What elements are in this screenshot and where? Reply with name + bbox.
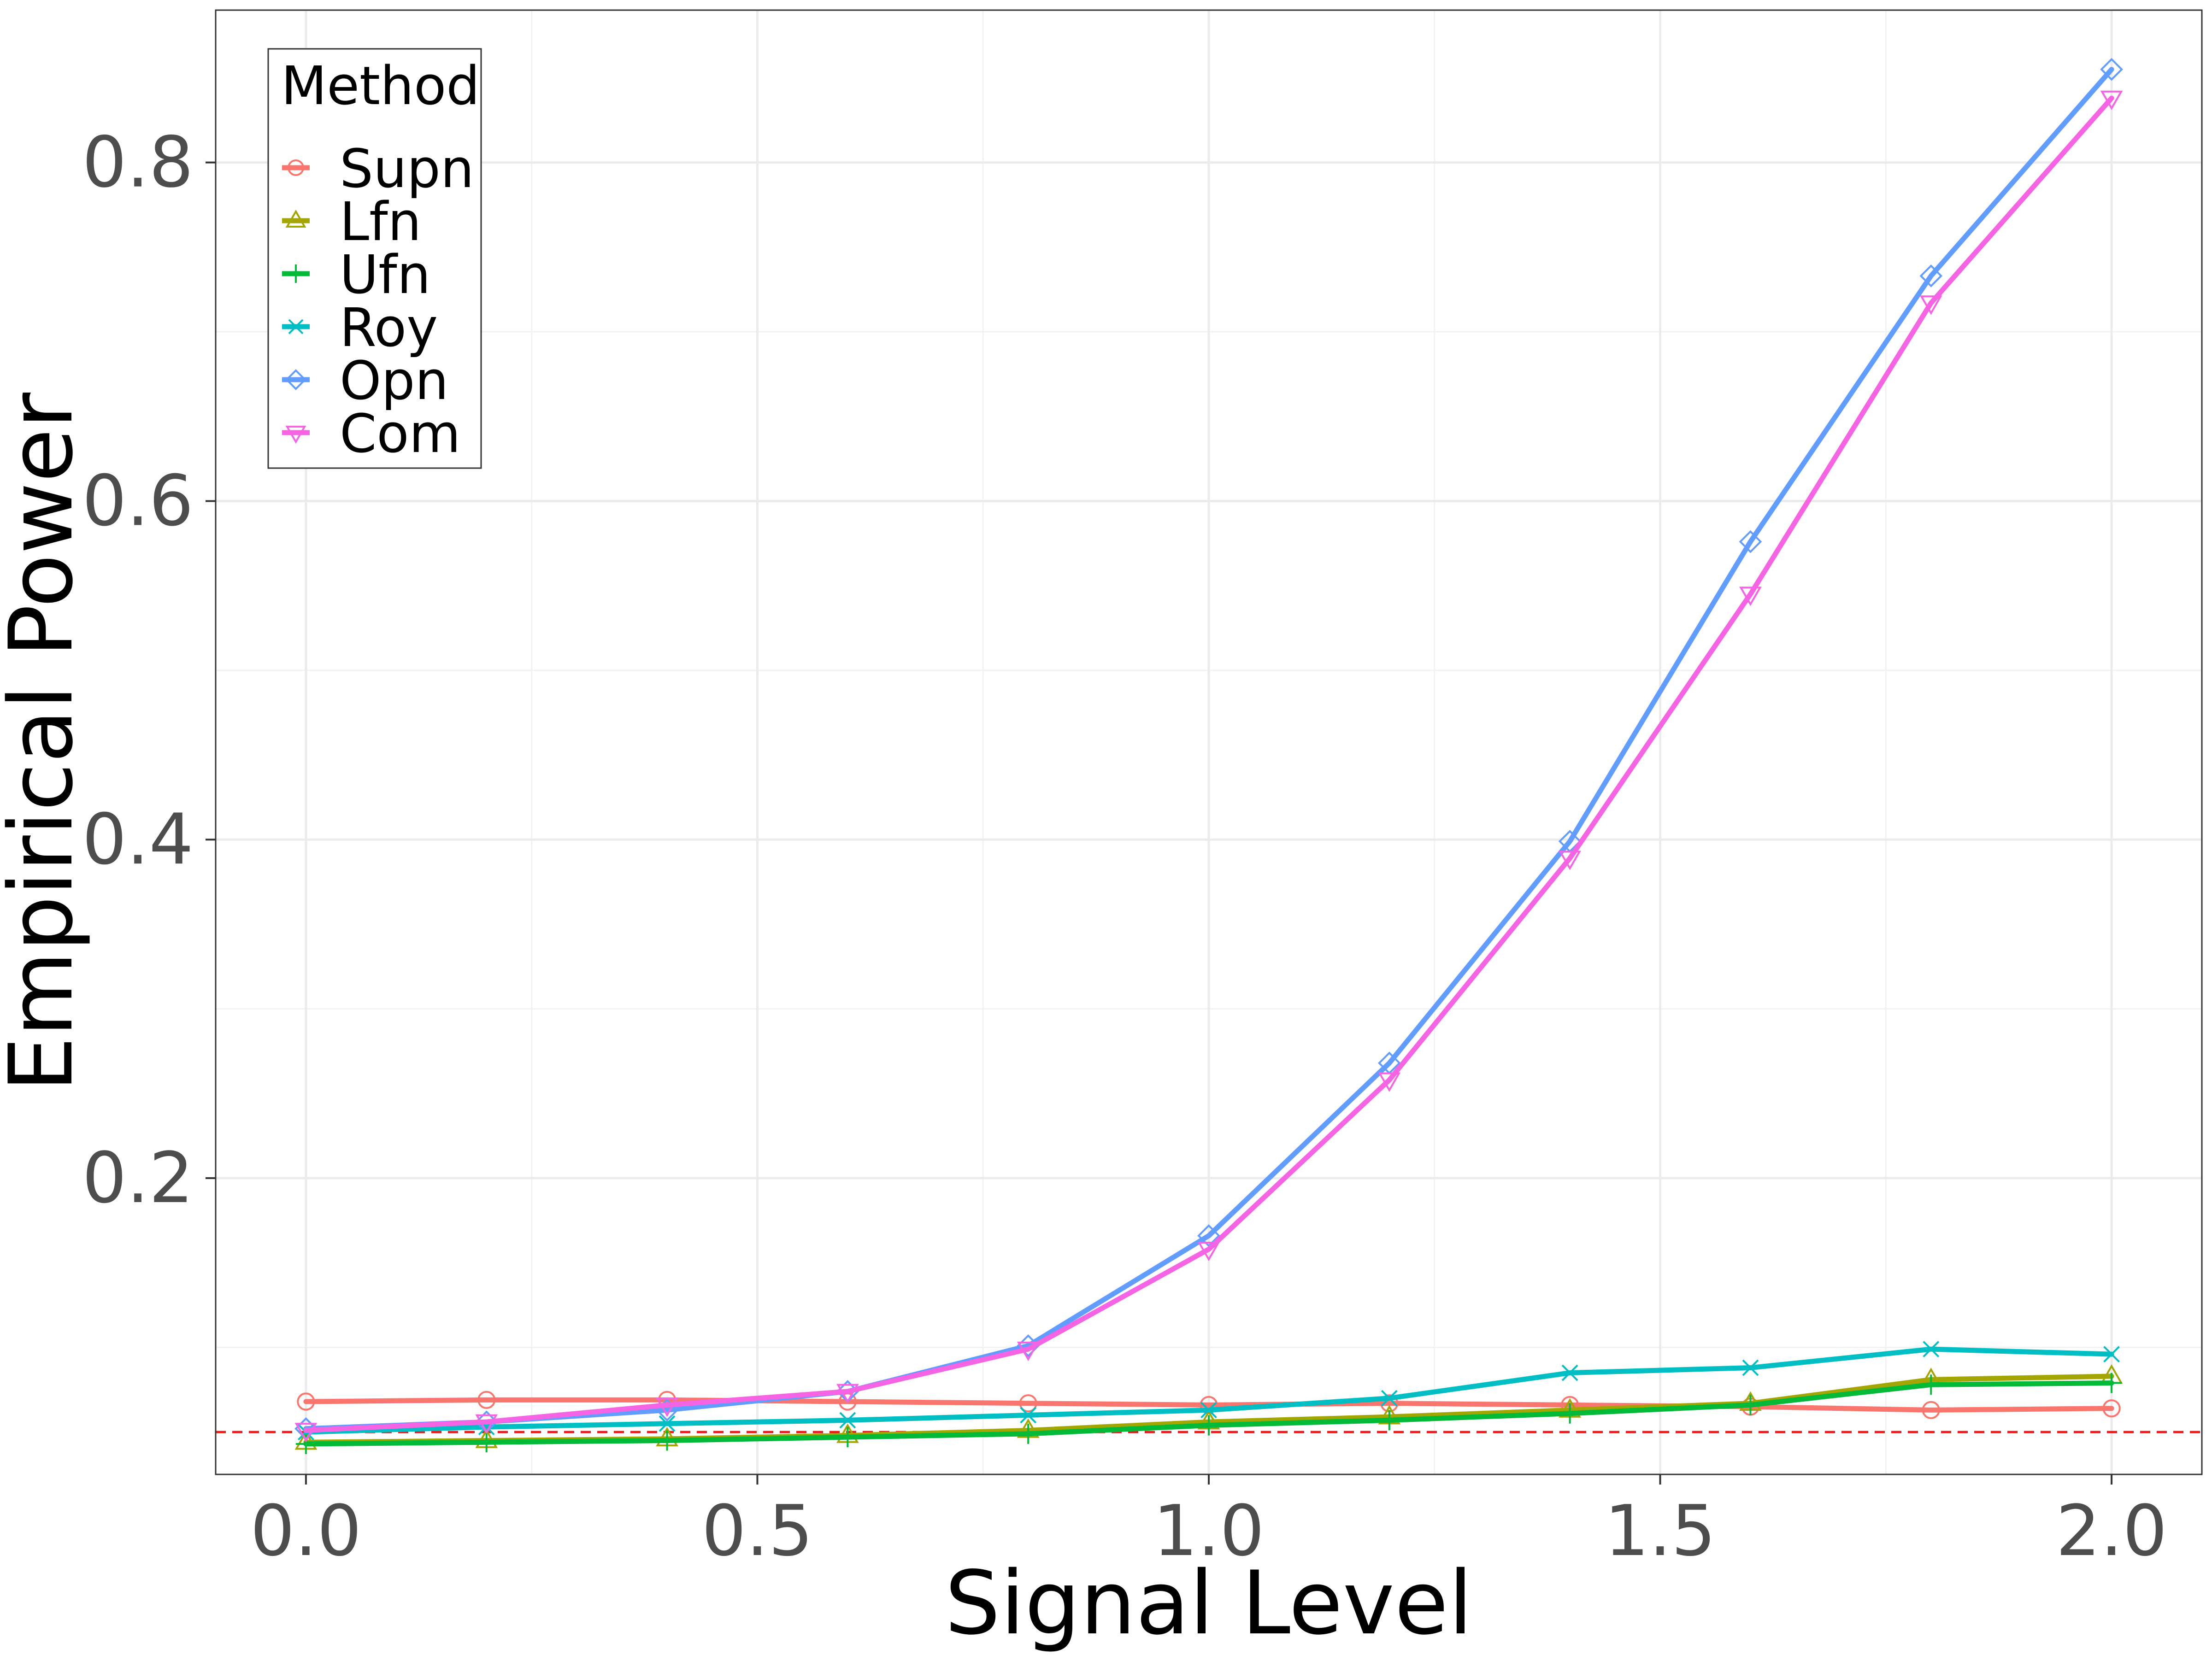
data-point-opn <box>1919 264 1943 288</box>
data-point-supn <box>1019 1394 1037 1413</box>
legend-item-opn: Opn <box>282 350 448 412</box>
data-point-roy <box>1561 1364 1578 1381</box>
data-point-ufn <box>2101 1373 2122 1393</box>
series-ufn <box>295 1373 2122 1454</box>
data-point-supn <box>2102 1399 2121 1418</box>
data-point-roy <box>1200 1402 1217 1419</box>
x-axis-title: Signal Level <box>945 1552 1473 1654</box>
data-point-roy <box>1020 1407 1037 1424</box>
data-point-com <box>1017 1341 1040 1362</box>
x-tick-label: 0.0 <box>250 1490 362 1572</box>
legend-item-lfn: Lfn <box>282 191 421 253</box>
legend-label-roy: Roy <box>340 297 438 359</box>
legend-marker-lfn <box>285 209 306 228</box>
data-point-ufn <box>837 1427 858 1448</box>
data-point-supn <box>1922 1401 1940 1419</box>
legend-marker-com <box>285 426 306 444</box>
series-roy <box>297 1341 2120 1441</box>
data-point-supn <box>477 1391 496 1409</box>
data-point-ufn <box>1379 1410 1400 1431</box>
series-group <box>294 58 2123 1454</box>
data-point-ufn <box>1740 1395 1761 1415</box>
y-tick-label: 0.4 <box>82 798 194 880</box>
data-point-com <box>656 1397 678 1417</box>
data-point-roy <box>1742 1359 1759 1376</box>
data-point-roy <box>659 1415 676 1432</box>
data-point-roy <box>839 1412 856 1429</box>
x-tick-label: 1.0 <box>1153 1490 1265 1572</box>
legend-title: Method <box>281 55 480 117</box>
data-point-roy <box>1923 1341 1940 1358</box>
data-point-roy <box>1381 1390 1398 1407</box>
data-point-ufn <box>1199 1415 1219 1436</box>
data-point-ufn <box>1559 1403 1580 1424</box>
legend-label-lfn: Lfn <box>340 191 421 253</box>
data-point-com <box>2100 90 2123 111</box>
data-point-com <box>1919 295 1942 315</box>
y-tick-label: 0.2 <box>82 1137 194 1219</box>
data-point-opn <box>1739 530 1762 553</box>
data-point-com <box>1559 851 1581 870</box>
x-tick-label: 0.5 <box>702 1490 813 1572</box>
data-point-ufn <box>295 1433 316 1454</box>
legend-item-supn: Supn <box>282 138 474 200</box>
legend-item-ufn: Ufn <box>282 244 431 306</box>
legend-label-supn: Supn <box>340 138 474 200</box>
series-line-opn <box>303 67 2114 1432</box>
series-line-supn <box>303 1397 2114 1413</box>
legend-label-com: Com <box>340 403 461 465</box>
data-point-ufn <box>476 1432 497 1453</box>
series-line-com <box>303 95 2114 1433</box>
y-tick-label: 0.6 <box>82 460 194 541</box>
legend-item-com: Com <box>282 403 461 465</box>
legend-label-ufn: Ufn <box>340 244 431 306</box>
legend-marker-ufn <box>287 264 305 283</box>
legend-box <box>267 48 482 469</box>
legend-item-roy: Roy <box>282 297 438 359</box>
data-point-opn <box>2100 58 2123 81</box>
axis-ticks: 0.0 0.5 1.0 1.5 2.0 0.2 0.4 0.6 0.8 <box>82 122 2167 1572</box>
data-point-supn <box>297 1392 315 1411</box>
legend-label-opn: Opn <box>340 350 448 412</box>
data-point-com <box>1378 1072 1401 1092</box>
y-tick-label: 0.8 <box>82 122 194 203</box>
data-point-ufn <box>1921 1374 1941 1395</box>
x-tick-label: 2.0 <box>2056 1490 2167 1572</box>
legend-marker-roy <box>288 319 304 335</box>
series-com <box>294 90 2123 1443</box>
data-point-com <box>836 1384 859 1403</box>
legend-marker-opn <box>285 369 306 390</box>
data-point-com <box>1739 587 1762 606</box>
legend-marker-supn <box>288 159 304 176</box>
data-point-com <box>475 1414 498 1434</box>
y-axis-title: Empirical Power <box>0 392 92 1092</box>
x-tick-label: 1.5 <box>1605 1490 1716 1572</box>
data-point-ufn <box>1018 1423 1039 1444</box>
data-point-com <box>1197 1242 1220 1262</box>
data-point-ufn <box>657 1430 677 1451</box>
data-point-roy <box>2103 1346 2120 1363</box>
data-point-com <box>294 1423 318 1443</box>
